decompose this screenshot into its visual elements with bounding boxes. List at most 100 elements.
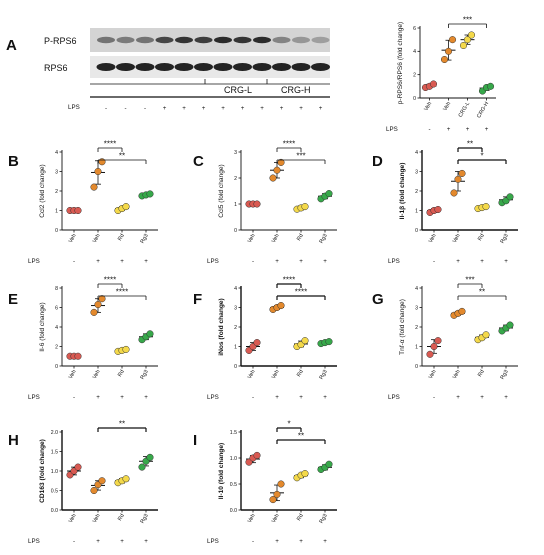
chart-panel-d: D 0 1 2 3 4 Il-1β (fold change) Veh - Veh + Rd + Rg3 +… [372, 140, 518, 265]
lps-label: LPS [388, 394, 400, 401]
blot-band-rps6 [272, 63, 291, 71]
x-category-label: Veh [428, 369, 438, 380]
data-point [122, 345, 130, 353]
lps-sign: + [275, 538, 279, 545]
data-point [98, 158, 106, 166]
y-axis-label: Il-1β (fold change) [399, 163, 406, 220]
blot-band-label-p-rps6: P-RPS6 [44, 36, 77, 46]
significance-label: * [480, 152, 483, 161]
y-tick-label: 1 [55, 208, 58, 214]
y-tick-label: 4 [55, 150, 58, 156]
lps-label: LPS [28, 394, 40, 401]
blot-band-p-rps6 [136, 36, 154, 44]
significance-label: **** [283, 140, 295, 149]
data-point [301, 470, 309, 478]
data-point [90, 486, 98, 495]
lps-sign: + [299, 258, 303, 265]
lps-sign: + [120, 394, 124, 401]
panel-label: D [372, 153, 383, 170]
data-point [459, 41, 468, 50]
x-category-label: CRG-H [476, 101, 490, 119]
y-tick-label: 0 [415, 228, 418, 234]
y-tick-label: 1 [234, 344, 237, 350]
chart-panel-c: C 0 1 2 3 Ccl5 (fold change) Veh - Veh + Rd + Rg3 + LP… [193, 140, 337, 265]
lps-label: LPS [388, 258, 400, 265]
blot-band-rps6 [194, 63, 213, 71]
y-tick-label: 6 [413, 26, 416, 32]
blot-band-rps6 [291, 63, 311, 71]
panel-label: G [372, 291, 384, 308]
y-tick-label: 0 [415, 364, 418, 370]
lps-sign: - [73, 538, 75, 545]
data-point [467, 31, 476, 39]
y-tick-label: 2.0 [51, 430, 58, 436]
blot-lps-sign: + [280, 105, 284, 112]
y-tick-label: 4 [413, 49, 416, 55]
data-point [146, 330, 154, 338]
lps-sign: + [299, 394, 303, 401]
data-point [90, 308, 98, 316]
lps-sign: + [96, 258, 100, 265]
y-axis-label: Ccl5 (fold change) [218, 164, 225, 218]
y-tick-label: 4 [415, 286, 418, 292]
y-axis-label: iNos (fold change) [218, 298, 225, 356]
blot-band-p-rps6 [253, 36, 271, 44]
blot-band-rps6 [135, 63, 155, 71]
y-axis-label: Tnf-α (fold change) [399, 299, 406, 355]
x-category-label: Veh [247, 513, 257, 524]
data-point [450, 189, 458, 197]
data-point [325, 190, 333, 198]
y-tick-label: 1.0 [51, 469, 58, 475]
lps-sign: + [323, 394, 327, 401]
lps-sign: - [73, 258, 75, 265]
blot-band-rps6 [213, 63, 233, 71]
y-tick-label: 1 [415, 344, 418, 350]
x-category-label: Rg3 [140, 513, 150, 525]
x-category-label: Rd [477, 233, 486, 242]
data-point [94, 301, 102, 309]
blot-band-p-rps6 [214, 36, 232, 44]
blot-lps-sign: + [163, 105, 167, 112]
data-point [434, 337, 442, 345]
y-tick-label: 6 [55, 305, 58, 311]
lps-sign: - [428, 126, 430, 133]
significance-label: *** [463, 16, 472, 25]
x-category-label: Rd [296, 513, 305, 522]
data-point [454, 175, 462, 183]
y-axis-label: Il-10 (fold change) [218, 443, 225, 499]
y-tick-label: 2 [234, 176, 237, 182]
y-tick-label: 2 [413, 72, 416, 78]
data-point [506, 193, 514, 201]
panel-label: B [8, 153, 19, 170]
lps-sign: - [252, 394, 254, 401]
y-tick-label: 0.0 [230, 508, 237, 514]
significance-label: *** [465, 276, 474, 285]
x-category-label: Rg3 [319, 369, 329, 381]
data-point [146, 190, 154, 198]
blot-panel: A P-RPS6 RPS6 CRG-L CRG-H LPS - - - + + + + + + +… [6, 28, 330, 112]
data-point [94, 167, 102, 176]
y-axis-label: Ccl2 (fold change) [39, 164, 46, 218]
data-point [269, 174, 277, 182]
y-tick-label: 3 [55, 169, 58, 175]
blot-band-p-rps6 [272, 36, 291, 44]
significance-label: ** [119, 420, 125, 429]
lps-sign: + [120, 538, 124, 545]
blot-band-rps6 [252, 63, 272, 71]
significance-label: ** [119, 152, 125, 161]
blot-lps-sign: + [221, 105, 225, 112]
blot-band-p-rps6 [175, 36, 193, 44]
significance-label: **** [283, 276, 295, 285]
lps-sign: + [96, 394, 100, 401]
data-point [253, 339, 261, 347]
x-category-label: Rg3 [500, 233, 510, 245]
data-point [74, 206, 82, 215]
lps-sign: + [504, 394, 508, 401]
x-category-label: CRG-L [458, 101, 472, 119]
x-category-label: Veh [442, 101, 452, 112]
x-category-label: Veh [271, 369, 281, 380]
chart-panel-h: H 0.0 0.5 1.0 1.5 2.0 CD163 (fold change) Veh - V… [8, 420, 158, 545]
lps-label: LPS [207, 258, 219, 265]
chart-panel-f: F 0 1 2 3 4 iNos (fold change) Veh - Veh + Rd + Rg3 + L… [193, 276, 337, 401]
blot-lps-sign: + [319, 105, 323, 112]
